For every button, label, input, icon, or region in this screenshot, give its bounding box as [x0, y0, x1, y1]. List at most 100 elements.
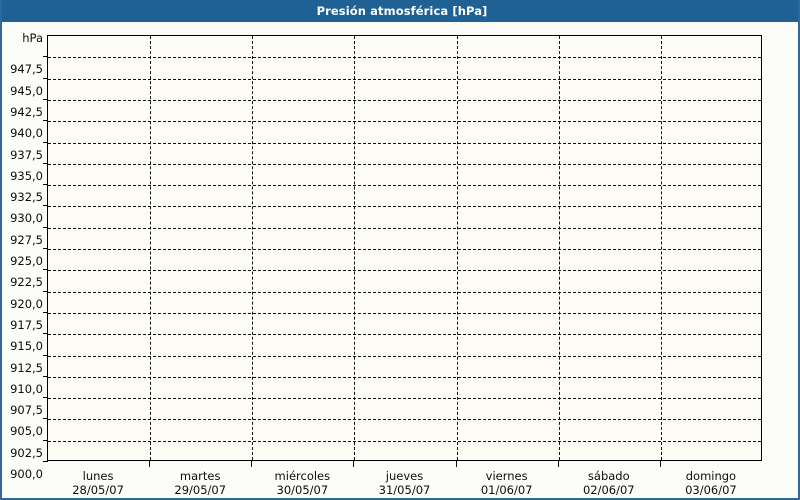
- gridline-horizontal: [48, 376, 761, 378]
- gridline-vertical: [660, 36, 662, 460]
- gridline-horizontal: [48, 99, 761, 101]
- y-axis-tickmark: [43, 205, 48, 207]
- y-axis-tickmark: [43, 439, 48, 441]
- x-axis-date-label: 31/05/07: [378, 483, 431, 497]
- gridline-vertical: [456, 36, 458, 460]
- x-axis-tick-label: sábado 02/06/07: [583, 469, 635, 497]
- y-axis-tick-label: 935,0: [10, 168, 43, 183]
- y-axis-tickmark: [43, 226, 48, 228]
- x-axis-tickmark: [149, 461, 151, 467]
- window-titlebar: Presión atmosférica [hPa]: [2, 0, 798, 22]
- y-axis-tickmark: [43, 269, 48, 271]
- chart-canvas: hPa 947,5 945,0 942,5 940,0 937,5 935,0 932,5 9…: [2, 22, 798, 498]
- x-axis-date-label: 29/05/07: [174, 483, 227, 497]
- gridline-horizontal: [48, 249, 761, 250]
- gridline-horizontal: [48, 398, 761, 400]
- y-axis-tickmark: [43, 461, 48, 462]
- y-axis-labels: hPa 947,5 945,0 942,5 940,0 937,5 935,0 932,5 9…: [2, 31, 43, 480]
- y-axis-tick-label: 922,5: [10, 275, 43, 290]
- gridline-horizontal: [48, 142, 761, 144]
- gridline-horizontal: [48, 419, 761, 421]
- gridline-vertical: [558, 36, 560, 460]
- y-axis-tickmark: [43, 162, 48, 164]
- gridline-horizontal: [48, 312, 761, 314]
- x-axis-date-label: 02/06/07: [582, 483, 635, 497]
- x-axis-date-label: 03/06/07: [685, 483, 737, 497]
- y-axis-tick-label: 925,0: [10, 254, 43, 268]
- y-axis-tick-label: 945,0: [10, 83, 43, 98]
- gridline-horizontal: [48, 121, 761, 123]
- y-axis-tick-label: 912,5: [10, 360, 43, 375]
- x-axis-day-label: jueves: [385, 469, 424, 483]
- x-axis-date-label: 01/06/07: [480, 483, 533, 497]
- y-axis-tickmark: [43, 290, 48, 292]
- gridline-horizontal: [48, 185, 761, 187]
- y-axis-tick-label: 902,5: [10, 445, 43, 460]
- gridline-horizontal: [48, 270, 761, 272]
- y-axis-tick-label: 940,0: [10, 126, 43, 141]
- y-axis-tickmark: [43, 418, 48, 420]
- y-axis-unit-label: hPa: [22, 31, 43, 45]
- x-axis-tickmark: [557, 461, 559, 467]
- plot-area: [47, 35, 762, 461]
- x-axis-tick-label: viernes 01/06/07: [481, 469, 533, 497]
- y-axis-tickmark: [43, 120, 48, 122]
- x-axis-day-label: lunes: [82, 469, 114, 483]
- x-axis-tick-label: martes 29/05/07: [174, 469, 226, 497]
- x-axis-date-label: 28/05/07: [72, 483, 124, 497]
- y-axis-tickmark: [43, 141, 48, 143]
- gridline-horizontal: [48, 57, 761, 59]
- y-axis-tick-label: 927,5: [10, 232, 43, 247]
- x-axis-tickmark: [455, 461, 457, 467]
- page-title: Presión atmosférica [hPa]: [316, 4, 488, 18]
- x-axis-date-label: 30/05/07: [276, 483, 329, 497]
- y-axis-tickmark: [43, 354, 48, 356]
- gridline-vertical: [354, 36, 356, 460]
- y-axis-tick-label: 900,0: [10, 467, 43, 481]
- y-axis-tick-label: 930,0: [10, 211, 43, 226]
- gridline-horizontal: [48, 440, 761, 442]
- gridline-horizontal: [48, 355, 761, 357]
- x-axis-tick-label: lunes 28/05/07: [72, 469, 124, 497]
- y-axis-tick-label: 905,0: [10, 424, 43, 439]
- y-axis-tick-label: 932,5: [10, 190, 43, 205]
- x-axis-tickmark: [251, 461, 253, 467]
- x-axis-tick-label: domingo 03/06/07: [685, 469, 737, 497]
- y-axis-tickmark: [43, 248, 48, 249]
- y-axis-tick-label: 907,5: [10, 403, 43, 418]
- y-axis-tickmark: [43, 311, 48, 313]
- y-axis-tickmark: [43, 397, 48, 399]
- y-axis-tick-label: 947,5: [10, 62, 43, 77]
- y-axis-tick-label: 910,0: [10, 381, 43, 396]
- y-axis-tick-label: 915,0: [10, 339, 43, 354]
- y-axis-tickmark: [43, 77, 48, 79]
- gridline-vertical: [150, 36, 152, 460]
- gridline-horizontal: [48, 291, 761, 293]
- x-axis-tickmark: [353, 461, 355, 467]
- y-axis-tickmark: [43, 333, 48, 335]
- x-axis-day-label: miércoles: [274, 469, 331, 483]
- x-axis-tickmark: [659, 461, 661, 467]
- y-axis-tick-label: 920,0: [10, 296, 43, 311]
- y-axis-tick-label: 917,5: [10, 317, 43, 332]
- x-axis-day-label: martes: [179, 469, 221, 483]
- y-axis-tickmark: [43, 375, 48, 377]
- gridline-vertical: [252, 36, 254, 460]
- y-axis-tickmark: [43, 98, 48, 100]
- y-axis-tick-label: 937,5: [10, 147, 43, 162]
- x-axis-tick-label: miércoles 30/05/07: [275, 469, 331, 497]
- gridline-horizontal: [48, 163, 761, 165]
- gridline-horizontal: [48, 206, 761, 208]
- x-axis-day-label: sábado: [587, 469, 630, 483]
- x-axis-tick-label: jueves 31/05/07: [379, 469, 431, 497]
- x-axis-day-label: domingo: [685, 469, 737, 483]
- x-axis-day-label: viernes: [485, 469, 528, 483]
- y-axis-tickmarks: [2, 35, 48, 462]
- y-axis-tickmark: [43, 184, 48, 186]
- gridline-horizontal: [48, 227, 761, 229]
- gridline-horizontal: [48, 78, 761, 80]
- gridline-horizontal: [48, 334, 761, 336]
- y-axis-tick-label: 942,5: [10, 104, 43, 119]
- y-axis-tickmark: [43, 56, 48, 58]
